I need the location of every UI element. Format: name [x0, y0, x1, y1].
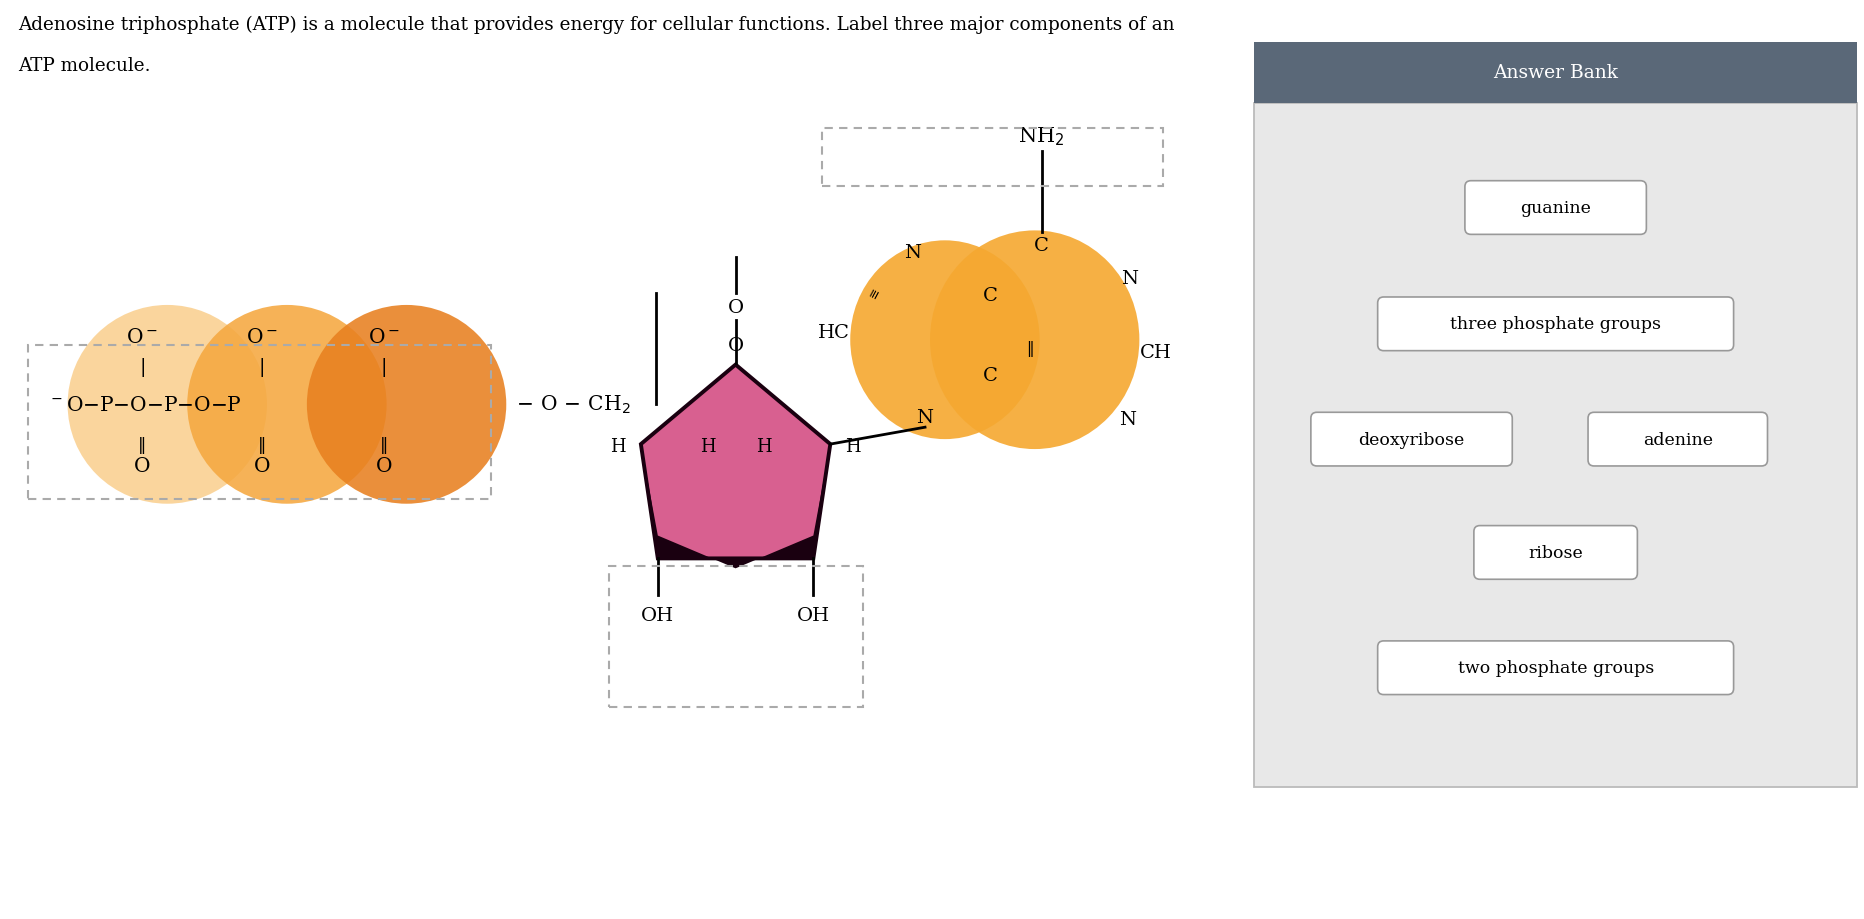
Text: O$^-$: O$^-$: [367, 328, 399, 346]
Text: adenine: adenine: [1642, 431, 1713, 448]
Text: H: H: [755, 437, 772, 456]
Text: O$^-$: O$^-$: [127, 328, 158, 346]
Text: O: O: [254, 457, 270, 476]
Text: H: H: [699, 437, 716, 456]
Text: ‖: ‖: [1025, 340, 1033, 357]
Text: Adenosine triphosphate (ATP) is a molecule that provides energy for cellular fun: Adenosine triphosphate (ATP) is a molecu…: [19, 16, 1174, 34]
Text: N: N: [904, 244, 921, 262]
Text: O: O: [727, 299, 744, 316]
Text: |: |: [259, 357, 265, 377]
Polygon shape: [641, 365, 829, 559]
Text: H: H: [846, 437, 861, 456]
Text: N: N: [1122, 270, 1139, 288]
Text: ‖: ‖: [138, 437, 147, 453]
Text: ‖: ‖: [380, 437, 388, 453]
Text: guanine: guanine: [1521, 199, 1592, 217]
FancyBboxPatch shape: [1377, 298, 1734, 351]
Ellipse shape: [67, 306, 267, 505]
Text: O: O: [134, 457, 151, 476]
Text: ATP molecule.: ATP molecule.: [19, 57, 151, 75]
Text: O: O: [727, 336, 744, 355]
Ellipse shape: [850, 241, 1040, 439]
Text: C: C: [1035, 237, 1049, 255]
Text: deoxyribose: deoxyribose: [1359, 431, 1465, 448]
FancyBboxPatch shape: [1254, 42, 1857, 104]
FancyBboxPatch shape: [1465, 181, 1646, 235]
FancyBboxPatch shape: [1310, 413, 1512, 467]
Text: CH: CH: [1139, 344, 1171, 361]
Text: $^-$O$-$P$-$O$-$P$-$O$-$P: $^-$O$-$P$-$O$-$P$-$O$-$P: [48, 395, 242, 414]
Text: N: N: [917, 409, 934, 426]
Text: |: |: [380, 357, 388, 377]
Text: HC: HC: [818, 323, 850, 341]
Text: three phosphate groups: three phosphate groups: [1450, 316, 1661, 333]
Text: C: C: [982, 366, 997, 384]
Text: OH: OH: [641, 607, 675, 624]
Text: $\,-\,$O$\,-\,$CH$_2$: $\,-\,$O$\,-\,$CH$_2$: [509, 393, 630, 416]
Ellipse shape: [186, 306, 386, 505]
Text: |: |: [140, 357, 145, 377]
Text: C: C: [982, 287, 997, 305]
Text: OH: OH: [796, 607, 829, 624]
FancyBboxPatch shape: [1588, 413, 1767, 467]
Text: O: O: [375, 457, 391, 476]
Text: ≡: ≡: [867, 285, 884, 301]
Polygon shape: [641, 445, 829, 569]
Text: H: H: [610, 437, 626, 456]
Text: ribose: ribose: [1528, 544, 1583, 562]
Text: O$^-$: O$^-$: [246, 328, 278, 346]
FancyBboxPatch shape: [1254, 104, 1857, 788]
Ellipse shape: [930, 232, 1139, 449]
Text: Answer Bank: Answer Bank: [1493, 64, 1618, 83]
Ellipse shape: [308, 306, 507, 505]
FancyBboxPatch shape: [1474, 526, 1637, 580]
Text: N: N: [1120, 411, 1137, 429]
Text: NH$_2$: NH$_2$: [1018, 126, 1064, 148]
Text: ‖: ‖: [257, 437, 267, 453]
FancyBboxPatch shape: [1377, 641, 1734, 695]
Text: two phosphate groups: two phosphate groups: [1458, 660, 1653, 676]
